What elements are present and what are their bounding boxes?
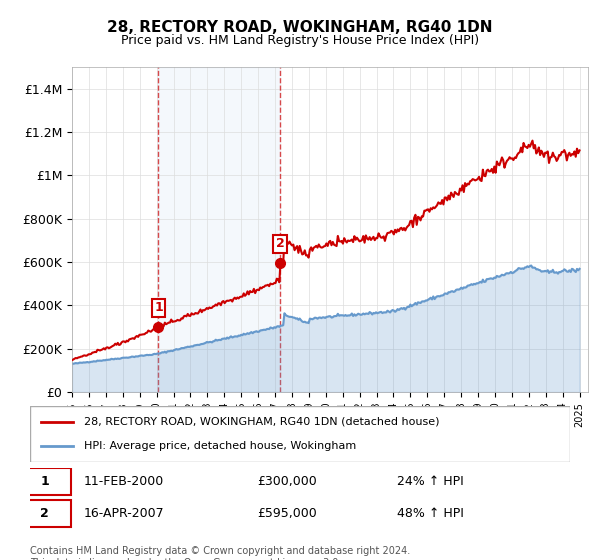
Text: Contains HM Land Registry data © Crown copyright and database right 2024.
This d: Contains HM Land Registry data © Crown c…	[30, 546, 410, 560]
Text: 48% ↑ HPI: 48% ↑ HPI	[397, 507, 464, 520]
Bar	[158, 67, 280, 392]
Text: 16-APR-2007: 16-APR-2007	[84, 507, 164, 520]
Text: Price paid vs. HM Land Registry's House Price Index (HPI): Price paid vs. HM Land Registry's House …	[121, 34, 479, 46]
Text: 28, RECTORY ROAD, WOKINGHAM, RG40 1DN: 28, RECTORY ROAD, WOKINGHAM, RG40 1DN	[107, 20, 493, 35]
Text: 28, RECTORY ROAD, WOKINGHAM, RG40 1DN (detached house): 28, RECTORY ROAD, WOKINGHAM, RG40 1DN (d…	[84, 417, 439, 427]
FancyBboxPatch shape	[19, 500, 71, 527]
Text: 24% ↑ HPI: 24% ↑ HPI	[397, 475, 464, 488]
FancyBboxPatch shape	[30, 406, 570, 462]
Text: 1: 1	[154, 301, 163, 314]
Text: 1: 1	[40, 475, 49, 488]
FancyBboxPatch shape	[19, 468, 71, 494]
Text: £300,000: £300,000	[257, 475, 317, 488]
Text: £595,000: £595,000	[257, 507, 317, 520]
Text: HPI: Average price, detached house, Wokingham: HPI: Average price, detached house, Woki…	[84, 441, 356, 451]
Text: 11-FEB-2000: 11-FEB-2000	[84, 475, 164, 488]
Text: 2: 2	[275, 237, 284, 250]
Text: 2: 2	[40, 507, 49, 520]
